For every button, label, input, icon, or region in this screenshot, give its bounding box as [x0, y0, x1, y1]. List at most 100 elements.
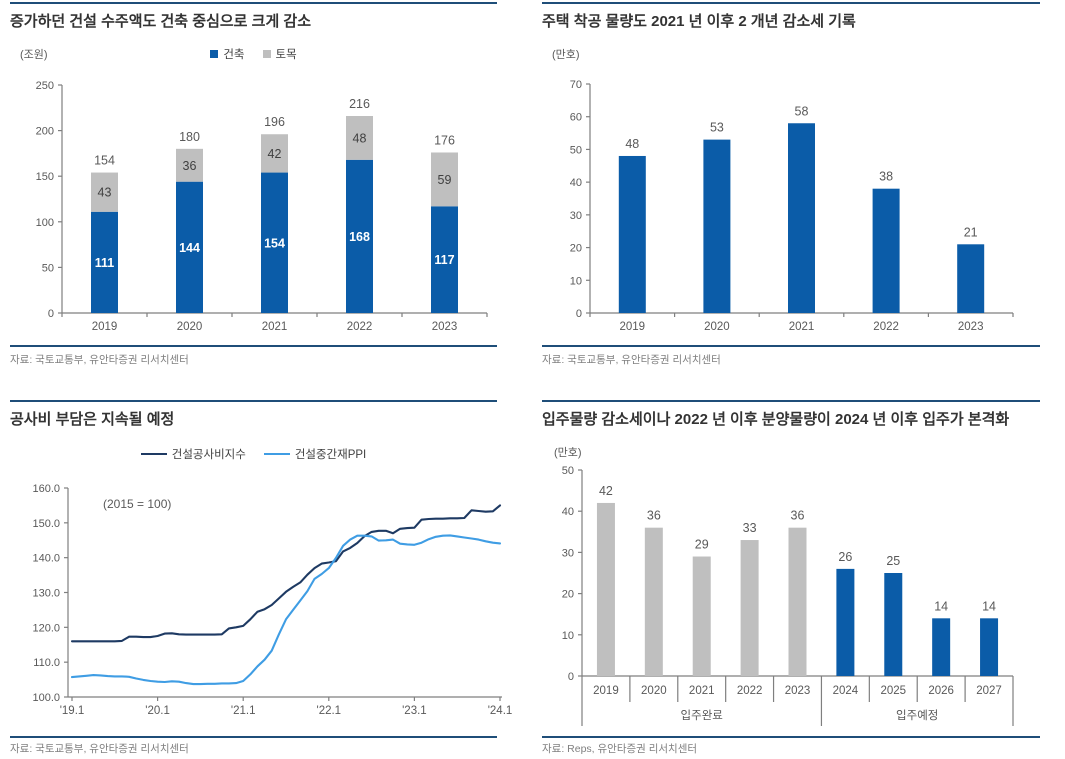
source-note: 자료: 국토교통부, 유안타증권 리서치센터 — [542, 354, 721, 366]
y-tick-label: 100.0 — [32, 692, 60, 704]
x-category-label: 2019 — [620, 321, 646, 333]
segment-value-label: 42 — [268, 147, 282, 161]
x-category-label: 2019 — [593, 685, 619, 697]
y-tick-label: 50 — [570, 144, 582, 156]
bar-segment — [788, 123, 815, 313]
y-tick-label: 110.0 — [33, 657, 60, 669]
chart-title: 공사비 부담은 지속될 예정 — [10, 411, 175, 428]
bar-segment — [176, 148, 203, 182]
bar-segment — [703, 139, 731, 313]
x-group-label: 입주완료 — [681, 709, 723, 722]
divider — [10, 345, 497, 347]
bar-segment — [176, 181, 203, 313]
y-tick-label: 120.0 — [32, 622, 60, 634]
y-tick-label: 40 — [562, 506, 574, 518]
bar-segment — [957, 244, 985, 313]
divider — [542, 400, 1040, 402]
divider — [10, 2, 497, 4]
x-category-label: 2022 — [737, 685, 763, 697]
x-category-label: 2021 — [262, 321, 288, 333]
bar-segment — [91, 172, 118, 212]
bar-value-label: 25 — [886, 554, 900, 568]
total-value-label: 196 — [264, 115, 285, 129]
segment-value-label: 154 — [264, 236, 285, 250]
total-value-label: 176 — [434, 133, 455, 147]
segment-value-label: 43 — [98, 186, 112, 200]
stacked-bar-chart: 0 50 100 150 200 250 2019 2020 2021 2022 2023 111 43… — [36, 80, 488, 333]
x-category-label: 2019 — [92, 321, 118, 333]
y-tick-label: 50 — [42, 262, 54, 274]
divider — [542, 345, 1040, 347]
y-tick-label: 30 — [570, 210, 582, 222]
bar-segment — [788, 527, 807, 676]
y-tick-label: 70 — [570, 79, 582, 91]
legend-label: 토목 — [275, 49, 297, 61]
chart-legend: 건축 토목 — [10, 46, 497, 62]
bar-segment — [932, 618, 951, 676]
x-category-label: 2020 — [177, 321, 203, 333]
bar-value-label: 14 — [934, 599, 948, 613]
bar-value-label: 14 — [982, 599, 996, 613]
chart-title: 입주물량 감소세이나 2022 년 이후 분양물량이 2024 년 이후 입주가… — [542, 411, 1010, 428]
legend-label: 건축 — [223, 49, 245, 61]
x-category-label: 2021 — [789, 321, 815, 333]
legend-item: 건축 — [210, 46, 245, 62]
bar-segment — [884, 573, 903, 676]
x-category-label: 2022 — [347, 321, 373, 333]
bar-value-label: 58 — [795, 104, 809, 118]
legend-swatch — [262, 50, 271, 58]
x-tick-label: '24.1 — [488, 705, 513, 717]
segment-value-label: 111 — [95, 256, 115, 270]
source-note: 자료: 국토교통부, 유안타증권 리서치센터 — [10, 743, 189, 755]
bar-value-label: 42 — [599, 484, 613, 498]
bars: 48 53 58 38 21 — [618, 104, 985, 313]
segment-value-label: 36 — [183, 159, 197, 173]
chart-legend: 건설공사비지수 건설중간재PPI — [10, 446, 497, 462]
y-tick-label: 100 — [36, 217, 54, 229]
legend-swatch — [263, 453, 290, 455]
y-tick-label: 250 — [36, 80, 54, 92]
source-note: 자료: 국토교통부, 유안타증권 리서치센터 — [10, 354, 189, 366]
legend-item: 건설중간재PPI — [263, 446, 367, 462]
axis-unit-label: (만호) — [552, 49, 580, 61]
bar-segment — [261, 134, 288, 173]
x-category-label: 2025 — [880, 685, 906, 697]
x-tick-label: '19.1 — [60, 705, 85, 717]
x-category-label: 2024 — [833, 685, 859, 697]
bar-segment — [644, 527, 663, 676]
chart-title: 증가하던 건설 수주액도 건축 중심으로 크게 감소 — [10, 13, 312, 30]
x-tick-label: '23.1 — [402, 705, 427, 717]
divider — [10, 736, 497, 738]
x-group-label: 입주예정 — [896, 709, 938, 722]
axis-unit-label: (만호) — [554, 447, 582, 459]
bar-segment — [740, 540, 759, 676]
y-axis: 0 10 20 30 40 50 — [562, 465, 583, 683]
total-value-label: 154 — [94, 154, 115, 168]
bar-segment — [261, 172, 288, 313]
segment-value-label: 144 — [179, 241, 200, 255]
legend-label: 건설중간재PPI — [294, 449, 367, 461]
x-category-label: 2023 — [785, 685, 811, 697]
x-tick-label: '21.1 — [231, 705, 256, 717]
y-axis: 0 10 20 30 40 50 60 70 — [570, 79, 591, 320]
legend-item: 건설공사비지수 — [140, 446, 246, 462]
bar-segment — [346, 159, 373, 313]
bar-value-label: 36 — [647, 509, 661, 523]
bar-segment — [346, 116, 373, 160]
bars: 111 43 154 144 36 180 154 42 196 168 48 216 117 59 176 — [91, 97, 458, 313]
y-tick-label: 20 — [562, 589, 574, 601]
bar-segment — [431, 206, 458, 313]
bar-value-label: 48 — [625, 137, 639, 151]
legend-swatch — [210, 50, 219, 58]
bar-value-label: 21 — [964, 225, 978, 239]
divider — [542, 2, 1040, 4]
line-series — [70, 534, 502, 686]
x-category-label: 2023 — [432, 321, 458, 333]
y-tick-label: 30 — [562, 547, 574, 559]
x-category-label: 2026 — [928, 685, 954, 697]
bar-value-label: 26 — [838, 550, 852, 564]
bar-segment — [431, 152, 458, 207]
y-tick-label: 200 — [36, 126, 54, 138]
annotation: (2015 = 100) — [103, 497, 171, 511]
